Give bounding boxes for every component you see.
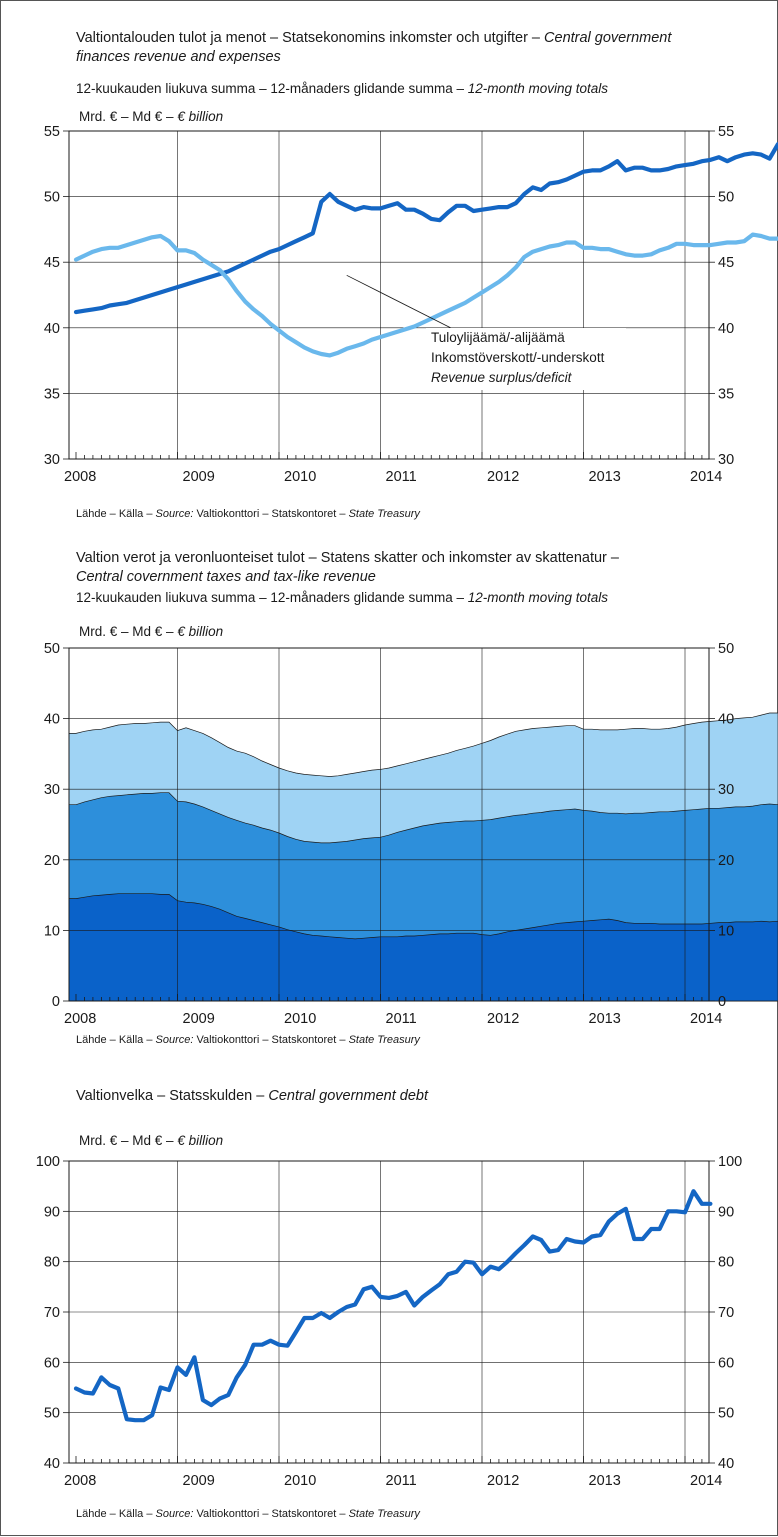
x-tick-label: 2009 <box>183 469 215 485</box>
y-tick-label-left: 90 <box>44 1204 60 1220</box>
x-tick-label: 2013 <box>589 469 621 485</box>
y-tick-label-left: 50 <box>44 190 60 206</box>
x-tick-label: 2011 <box>386 469 417 485</box>
x-tick-label: 2010 <box>284 1011 316 1027</box>
chart-debt: Valtionvelka – Statsskulden – Central go… <box>36 1088 742 1520</box>
y-tick-label-right: 30 <box>718 782 734 798</box>
y-tick-label-left: 40 <box>44 321 60 337</box>
x-tick-label: 2011 <box>386 1011 417 1027</box>
chart-1-source: Lähde – Källa – Source: Valtiokonttori –… <box>76 508 421 520</box>
plot-frame <box>68 130 710 460</box>
y-tick-label-right: 50 <box>718 190 734 206</box>
x-tick-label: 2009 <box>183 1473 215 1489</box>
y-tick-label-right: 100 <box>718 1154 742 1170</box>
x-tick-label: 2013 <box>589 1011 621 1027</box>
chart-3-unit-label: Mrd. € – Md € – € billion <box>79 1133 223 1148</box>
chart-taxes: Valtion verot ja veronluonteiset tulot –… <box>44 550 778 1046</box>
x-tick-label: 2013 <box>589 1473 621 1489</box>
line-series-1 <box>73 142 778 315</box>
y-tick-label-right: 40 <box>718 712 734 728</box>
y-tick-label-left: 55 <box>44 124 60 140</box>
y-tick-label-right: 45 <box>718 255 734 271</box>
chart-revenue-expenses: Valtiontalouden tulot ja menot – Statsek… <box>44 30 778 520</box>
y-tick-label-left: 30 <box>44 782 60 798</box>
area-series-1 <box>68 893 778 1002</box>
x-tick-label: 2012 <box>487 1011 519 1027</box>
annotation-label-sv: Inkomstöverskott/-underskott <box>431 350 605 365</box>
x-tick-label: 2008 <box>64 1473 96 1489</box>
y-tick-label-right: 40 <box>718 321 734 337</box>
y-tick-label-left: 10 <box>44 923 60 939</box>
y-tick-label-left: 100 <box>36 1154 60 1170</box>
x-tick-label: 2012 <box>487 469 519 485</box>
x-tick-label: 2010 <box>284 469 316 485</box>
y-tick-label-left: 50 <box>44 641 60 657</box>
y-tick-label-left: 30 <box>44 452 60 468</box>
y-tick-label-right: 90 <box>718 1204 734 1220</box>
annotation-leader-line <box>346 274 454 330</box>
y-tick-label-right: 30 <box>718 452 734 468</box>
y-tick-label-left: 70 <box>44 1305 60 1321</box>
chart-2-subtitle: 12-kuukauden liukuva summa – 12-månaders… <box>76 590 608 605</box>
x-tick-label: 2014 <box>690 469 722 485</box>
chart-1-subtitle: 12-kuukauden liukuva summa – 12-månaders… <box>76 81 608 96</box>
y-tick-label-right: 20 <box>718 853 734 869</box>
y-tick-label-right: 60 <box>718 1355 734 1371</box>
chart-3-source: Lähde – Källa – Source: Valtiokonttori –… <box>76 1508 421 1520</box>
chart-1-unit-label: Mrd. € – Md € – € billion <box>79 109 223 124</box>
x-tick-label: 2011 <box>386 1473 417 1489</box>
x-tick-label: 2009 <box>183 1011 215 1027</box>
x-tick-label: 2014 <box>690 1011 722 1027</box>
y-tick-label-left: 40 <box>44 1456 60 1472</box>
y-tick-label-right: 50 <box>718 1406 734 1422</box>
x-tick-label: 2008 <box>64 1011 96 1027</box>
chart-2-source: Lähde – Källa – Source: Valtiokonttori –… <box>76 1034 421 1046</box>
y-tick-label-left: 60 <box>44 1355 60 1371</box>
y-tick-label-right: 0 <box>718 994 726 1010</box>
chart-2-unit-label: Mrd. € – Md € – € billion <box>79 624 223 639</box>
y-tick-label-right: 40 <box>718 1456 734 1472</box>
y-tick-label-left: 45 <box>44 255 60 271</box>
chart-1-title-line-2: finances revenue and expenses <box>76 49 281 65</box>
y-tick-label-right: 10 <box>718 923 734 939</box>
annotation-background <box>426 328 626 390</box>
x-tick-label: 2010 <box>284 1473 316 1489</box>
annotation-label-en: Revenue surplus/deficit <box>431 370 573 385</box>
chart-1-title: Valtiontalouden tulot ja menot – Statsek… <box>76 30 672 46</box>
chart-3-title: Valtionvelka – Statsskulden – Central go… <box>76 1088 429 1104</box>
chart-3-plot-area: 40 40 50 50 60 60 70 70 80 80 90 90 100 100 2008 2009 20… <box>36 1154 742 1489</box>
x-tick-label: 2012 <box>487 1473 519 1489</box>
y-tick-label-left: 20 <box>44 853 60 869</box>
y-tick-label-left: 0 <box>52 994 60 1010</box>
x-tick-label: 2008 <box>64 469 96 485</box>
line-series-1 <box>73 1189 713 1423</box>
y-tick-label-right: 50 <box>718 641 734 657</box>
y-tick-label-right: 55 <box>718 124 734 140</box>
y-tick-label-right: 70 <box>718 1305 734 1321</box>
chart-2-title: Valtion verot ja veronluonteiset tulot –… <box>76 550 620 566</box>
y-tick-label-left: 80 <box>44 1255 60 1271</box>
y-tick-label-left: 40 <box>44 712 60 728</box>
line-series-2 <box>73 232 778 358</box>
y-tick-label-right: 35 <box>718 386 734 402</box>
y-tick-label-left: 50 <box>44 1406 60 1422</box>
chart-2-plot-area: 0 0 10 10 20 20 30 30 40 40 50 50 2008 2009 2010 2011 20… <box>44 641 778 1027</box>
annotation-label-fi: Tuloylijäämä/-alijäämä <box>431 330 565 345</box>
y-tick-label-left: 35 <box>44 386 60 402</box>
chart-1-plot-area: 30 30 35 35 40 40 45 45 50 50 55 55 2008 2009 2010 2011… <box>44 124 778 485</box>
chart-2-title-line-2: Central covernment taxes and tax-like re… <box>76 569 376 585</box>
x-tick-label: 2014 <box>690 1473 722 1489</box>
y-tick-label-right: 80 <box>718 1255 734 1271</box>
